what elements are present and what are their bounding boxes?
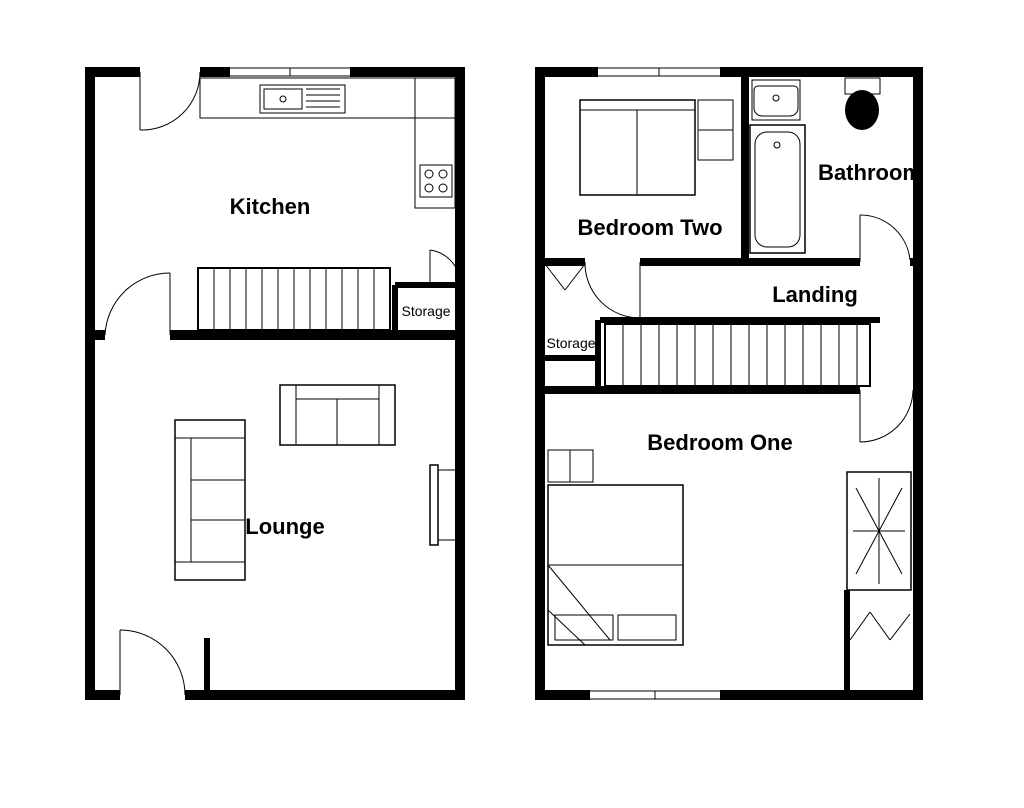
stairs-ground xyxy=(198,268,390,330)
closet-bifold2-icon xyxy=(847,590,910,695)
bathtub-icon xyxy=(750,125,805,253)
label-bedroom-two: Bedroom Two xyxy=(577,215,722,241)
sink-icon xyxy=(260,85,345,113)
tv-icon xyxy=(430,465,456,545)
floorplan-canvas: Kitchen Storage Lounge Bedroom Two Bathr… xyxy=(0,0,1024,808)
label-bathroom: Bathroom xyxy=(818,160,922,186)
label-storage-g: Storage xyxy=(401,303,450,319)
label-lounge: Lounge xyxy=(245,514,324,540)
toilet-icon xyxy=(845,78,880,130)
closet-bifold-icon xyxy=(545,264,585,290)
label-bedroom-one: Bedroom One xyxy=(647,430,792,456)
sink-basin-icon xyxy=(752,80,800,120)
hob-icon xyxy=(420,165,452,197)
label-storage-f: Storage xyxy=(546,335,595,351)
floorplan-svg xyxy=(0,0,1024,808)
wardrobe-icon xyxy=(847,472,911,590)
label-kitchen: Kitchen xyxy=(230,194,311,220)
ground-floor xyxy=(85,67,465,700)
sofa-2seat-icon xyxy=(280,385,395,445)
label-landing: Landing xyxy=(772,282,858,308)
kitchen-counter xyxy=(200,78,455,208)
bed-double-icon xyxy=(580,100,733,195)
bed-master-icon xyxy=(548,450,683,645)
sofa-3seat-icon xyxy=(175,420,245,580)
stairs-first xyxy=(605,324,870,386)
